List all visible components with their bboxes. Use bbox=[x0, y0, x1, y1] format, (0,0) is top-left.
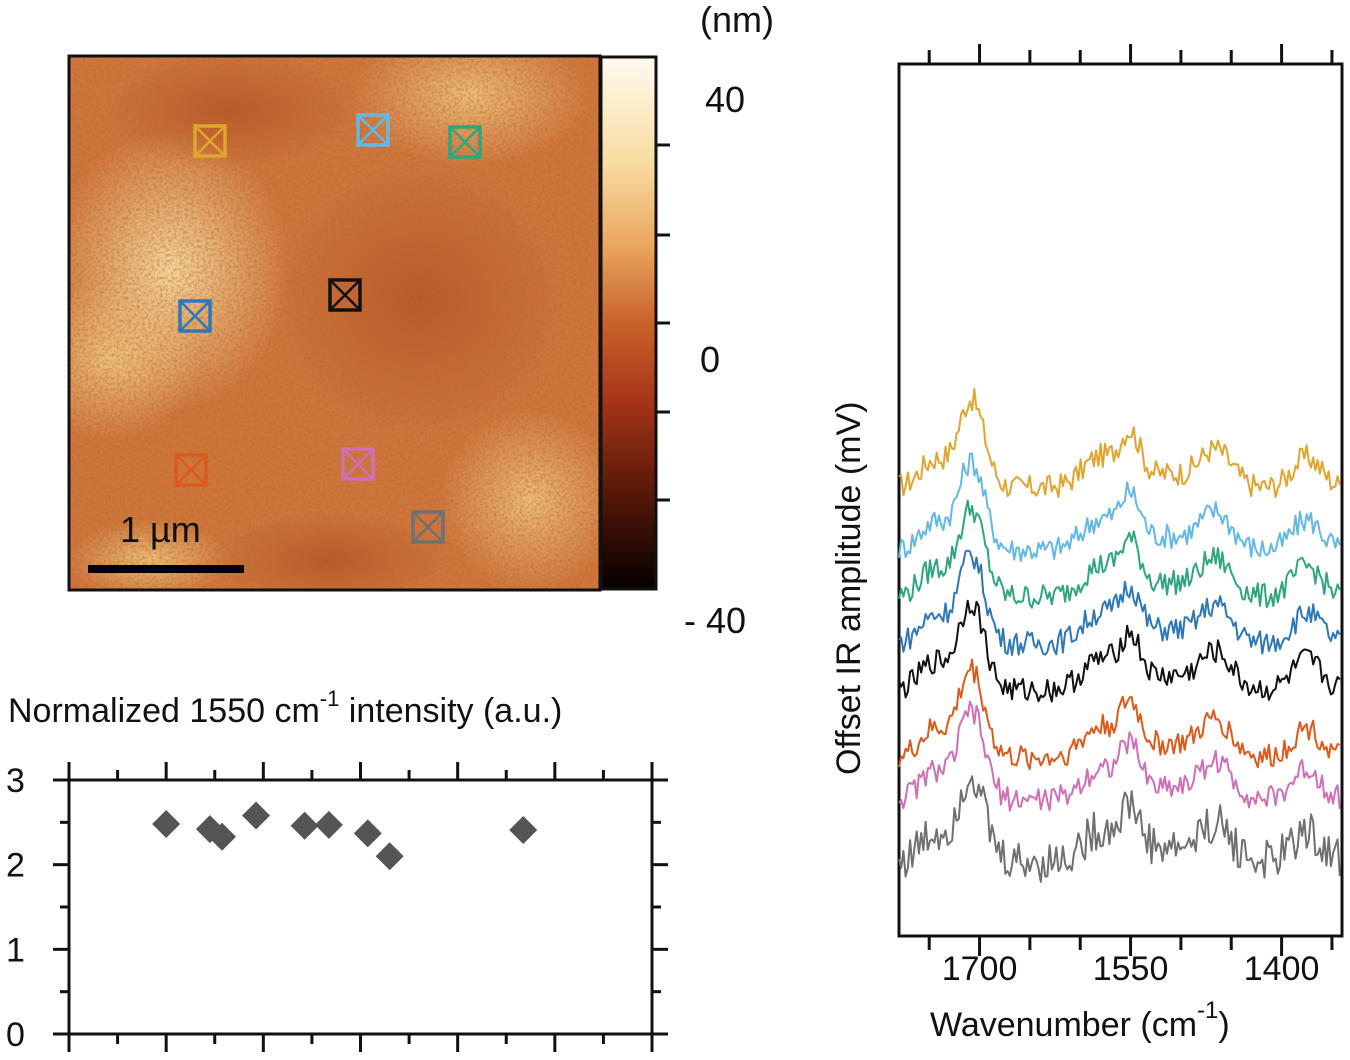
scatter-point bbox=[375, 842, 404, 871]
scatter-point bbox=[152, 810, 181, 839]
spectrum-green bbox=[898, 499, 1341, 609]
scale-bar-label: 1 µm bbox=[120, 509, 201, 550]
scatter-point bbox=[208, 822, 237, 851]
marker-lightblue bbox=[356, 113, 390, 147]
spectrum-black bbox=[898, 599, 1341, 703]
scatter-point bbox=[290, 811, 319, 840]
marker-blue bbox=[178, 299, 212, 333]
spectrum-orange bbox=[898, 387, 1341, 498]
spectra-x-tick-label: 1700 bbox=[942, 950, 1018, 988]
scatter-point bbox=[353, 819, 382, 848]
scatter-frame bbox=[67, 778, 654, 1036]
spectrum-light-blue bbox=[898, 452, 1341, 563]
marker-gray bbox=[411, 510, 445, 544]
colorbar-tick-max: 40 bbox=[705, 79, 745, 120]
scatter-y-tick-label: 0 bbox=[6, 1016, 25, 1054]
marker-green bbox=[448, 125, 482, 159]
normalized-intensity-scatter: Normalized 1550 cm-1 intensity (a.u.) 0 1… bbox=[6, 686, 668, 1054]
colorbar-tick-min: - 40 bbox=[684, 600, 746, 641]
spectrum-red-orange bbox=[898, 658, 1341, 771]
spectrum-blue bbox=[898, 549, 1341, 656]
colorbar-tick-zero: 0 bbox=[700, 339, 720, 380]
spectra-x-tick-label: 1550 bbox=[1093, 950, 1169, 988]
scatter-point bbox=[314, 810, 343, 839]
scale-bar bbox=[88, 565, 244, 573]
scatter-point bbox=[509, 815, 538, 844]
scatter-y-tick-label: 1 bbox=[6, 931, 25, 969]
ir-spectra-panel: 1700 1550 1400 Offset IR amplitude (mV) Wa… bbox=[830, 44, 1344, 1044]
scatter-title: Normalized 1550 cm-1 intensity (a.u.) bbox=[8, 686, 562, 730]
colorbar-unit: (nm) bbox=[700, 0, 774, 40]
spectra-x-tick-label: 1400 bbox=[1244, 950, 1320, 988]
marker-redorange bbox=[174, 453, 208, 487]
afm-height-map: 1 µm bbox=[67, 54, 602, 592]
marker-orange bbox=[193, 124, 227, 158]
spectra-frame bbox=[897, 62, 1344, 938]
colorbar: (nm) 40 0 - 40 bbox=[599, 0, 774, 641]
scatter-point bbox=[242, 801, 271, 830]
marker-pink bbox=[341, 447, 375, 481]
spectrum-pink bbox=[898, 700, 1341, 812]
scatter-y-tick-label: 3 bbox=[6, 762, 25, 800]
spectra-x-axis-label: Wavenumber (cm-1) bbox=[930, 997, 1230, 1044]
spectrum-gray bbox=[898, 775, 1341, 883]
scatter-y-tick-label: 2 bbox=[6, 847, 25, 885]
spectra-y-axis-label: Offset IR amplitude (mV) bbox=[830, 402, 868, 776]
marker-black bbox=[328, 278, 362, 312]
